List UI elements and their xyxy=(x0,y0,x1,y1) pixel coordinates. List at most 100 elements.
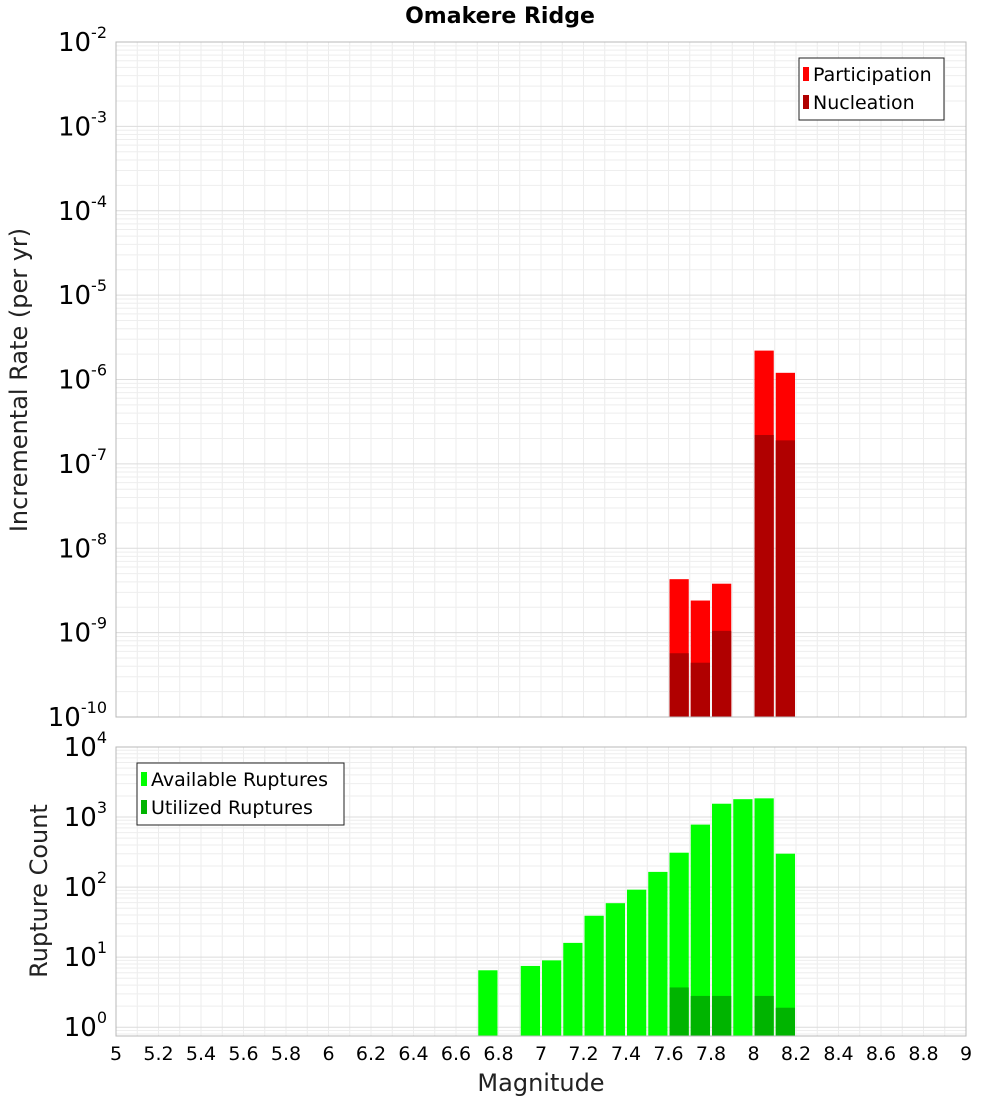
count-legend: Available Ruptures Utilized Ruptures xyxy=(136,762,345,826)
available-ruptures-bar xyxy=(605,903,625,1036)
tick-exponent: -4 xyxy=(91,192,107,211)
utilized-ruptures-legend-swatch xyxy=(141,800,147,814)
tick-base: 10 xyxy=(58,619,91,649)
x-tick-label: 5.8 xyxy=(271,1043,301,1065)
tick-base: 10 xyxy=(58,197,91,227)
nucleation-bar xyxy=(712,630,732,717)
available-ruptures-bar xyxy=(520,965,540,1036)
count-y-tick-label: 100 xyxy=(64,1008,107,1043)
available-ruptures-bar xyxy=(733,799,753,1036)
available-ruptures-bar xyxy=(754,798,774,1036)
tick-base: 10 xyxy=(58,366,91,396)
available-ruptures-bar xyxy=(712,803,732,1036)
x-tick-label: 5.6 xyxy=(228,1043,258,1065)
rate-legend-box xyxy=(798,57,945,121)
utilized-ruptures-bar xyxy=(669,987,689,1036)
x-tick-label: 6.4 xyxy=(398,1043,428,1065)
count-y-tick-label: 104 xyxy=(64,728,107,763)
available-ruptures-bar xyxy=(563,942,583,1036)
tick-base: 10 xyxy=(64,943,97,973)
nucleation-bar xyxy=(690,662,710,717)
x-tick-label: 7.8 xyxy=(696,1043,726,1065)
nucleation-bar xyxy=(754,434,774,717)
rate-y-tick-label: 10-8 xyxy=(58,529,107,564)
count-legend-box xyxy=(136,762,345,826)
x-tick-label: 7.2 xyxy=(568,1043,598,1065)
x-tick-label: 8.4 xyxy=(823,1043,853,1065)
rate-y-axis-label: Incremental Rate (per yr) xyxy=(5,228,33,532)
x-tick-label: 6 xyxy=(322,1043,334,1065)
participation-legend-label: Participation xyxy=(813,64,932,86)
rate-y-tick-label: 10-4 xyxy=(58,192,107,227)
utilized-ruptures-bar xyxy=(775,1007,795,1036)
tick-base: 10 xyxy=(48,703,81,733)
x-tick-label: 5.2 xyxy=(143,1043,173,1065)
tick-base: 10 xyxy=(64,873,97,903)
utilized-ruptures-legend-label: Utilized Ruptures xyxy=(151,797,313,819)
tick-exponent: -6 xyxy=(91,361,107,380)
rate-grid xyxy=(115,41,967,718)
tick-exponent: 4 xyxy=(97,728,107,747)
nucleation-bar xyxy=(775,440,795,717)
x-tick-label: 7.4 xyxy=(611,1043,641,1065)
nucleation-legend-label: Nucleation xyxy=(813,92,915,114)
x-tick-label: 9 xyxy=(960,1043,972,1065)
available-ruptures-bar xyxy=(627,889,647,1036)
utilized-ruptures-bar xyxy=(690,995,710,1036)
tick-base: 10 xyxy=(58,450,91,480)
count-y-tick-label: 102 xyxy=(64,868,107,903)
count-bars xyxy=(478,798,795,1036)
participation-legend-swatch xyxy=(803,67,809,81)
tick-exponent: 1 xyxy=(97,938,107,957)
rate-y-tick-label: 10-5 xyxy=(58,276,107,311)
x-tick-label: 6.8 xyxy=(483,1043,513,1065)
tick-base: 10 xyxy=(58,28,91,58)
x-tick-label: 8.6 xyxy=(866,1043,896,1065)
rate-y-tick-label: 10-7 xyxy=(58,445,107,480)
available-ruptures-bar xyxy=(648,871,668,1036)
tick-base: 10 xyxy=(58,534,91,564)
tick-base: 10 xyxy=(64,733,97,763)
available-ruptures-bar xyxy=(775,853,795,1036)
x-axis-label: Magnitude xyxy=(477,1069,604,1097)
rate-plot-frame xyxy=(115,41,967,718)
x-tick-label: 7.6 xyxy=(653,1043,683,1065)
available-ruptures-bar xyxy=(542,960,562,1036)
x-tick-label: 5 xyxy=(110,1043,122,1065)
rate-y-tick-label: 10-10 xyxy=(48,698,107,733)
count-plot-frame xyxy=(115,746,967,1037)
tick-base: 10 xyxy=(58,112,91,142)
x-tick-label: 5.4 xyxy=(186,1043,216,1065)
tick-exponent: 0 xyxy=(97,1008,107,1027)
x-tick-label: 6.2 xyxy=(356,1043,386,1065)
tick-exponent: -3 xyxy=(91,107,107,126)
x-tick-label: 8 xyxy=(747,1043,759,1065)
tick-exponent: 2 xyxy=(97,868,107,887)
available-ruptures-bar xyxy=(478,970,498,1036)
tick-exponent: -9 xyxy=(91,614,107,633)
chart-title: Omakere Ridge xyxy=(405,4,595,29)
count-y-axis-label: Rupture Count xyxy=(25,804,53,978)
tick-base: 10 xyxy=(64,1013,97,1043)
tick-exponent: -10 xyxy=(81,698,107,717)
available-ruptures-bar xyxy=(584,915,604,1036)
nucleation-bar xyxy=(669,653,689,717)
tick-exponent: -8 xyxy=(91,529,107,548)
available-ruptures-bar xyxy=(690,824,710,1036)
available-ruptures-legend-label: Available Ruptures xyxy=(151,769,328,791)
rate-y-tick-label: 10-6 xyxy=(58,361,107,396)
utilized-ruptures-bar xyxy=(754,995,774,1036)
count-y-tick-label: 103 xyxy=(64,798,107,833)
magnitude-x-tick-labels: 5 5.2 5.4 5.6 5.8 6 6.2 6.4 6.6 6.8 7 7.2 7.4 7.6 7.8 8… xyxy=(110,1043,972,1065)
rate-y-tick-label: 10-9 xyxy=(58,614,107,649)
tick-base: 10 xyxy=(64,803,97,833)
x-tick-label: 8.8 xyxy=(908,1043,938,1065)
tick-exponent: -2 xyxy=(91,23,107,42)
x-tick-label: 8.2 xyxy=(781,1043,811,1065)
rate-bars xyxy=(669,350,795,717)
tick-base: 10 xyxy=(58,281,91,311)
